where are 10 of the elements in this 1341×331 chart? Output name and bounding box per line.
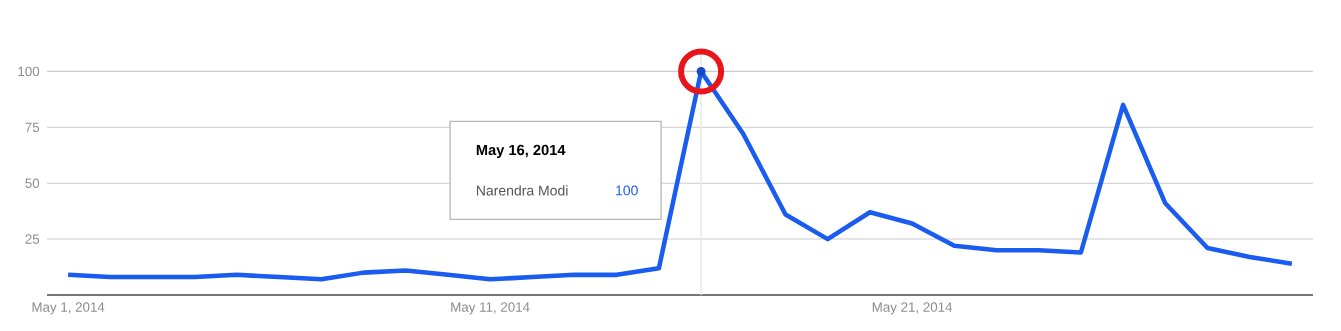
y-tick-label: 100: [18, 66, 40, 77]
y-tick-label: 75: [25, 122, 40, 132]
y-tick-label: 25: [25, 234, 40, 244]
y-tick-label: 50: [25, 178, 40, 188]
text: Narendra Modi: [476, 185, 568, 196]
annotation: May 16, 2014: [476, 144, 566, 159]
x-tick-label: May 1, 2014: [32, 302, 105, 315]
x-tick-label: May 11, 2014: [451, 302, 530, 315]
annotation: 100: [616, 185, 638, 196]
x-tick-label: May 21, 2014: [872, 302, 953, 315]
